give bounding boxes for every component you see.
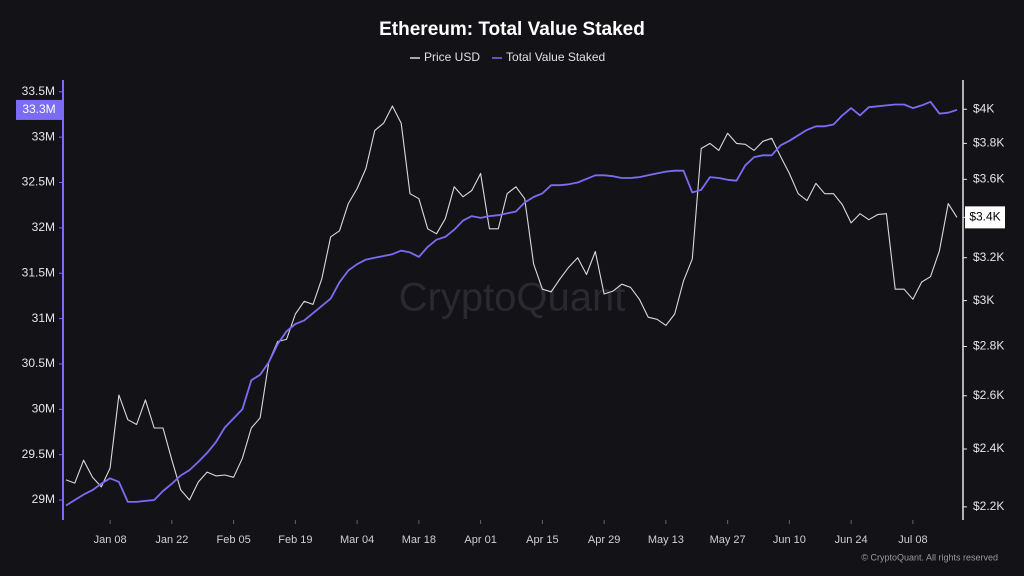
current-value-badge [16, 99, 62, 120]
x-tick-label: May 13 [648, 534, 684, 546]
y2-tick-label: $2.6K [973, 388, 1004, 402]
y-tick-label: 33.5M [22, 84, 55, 98]
x-tick-label: Jun 10 [773, 534, 806, 546]
watermark: CryptoQuant [399, 276, 626, 320]
y2-tick-label: $3.2K [973, 250, 1004, 264]
current-value-badge [965, 206, 1005, 229]
y-tick-label: 31M [32, 311, 55, 325]
x-tick-label: Apr 15 [526, 534, 558, 546]
series-line [65, 105, 958, 501]
y2-tick-label: $3K [973, 293, 994, 307]
chart-title: Ethereum: Total Value Staked [379, 19, 645, 40]
x-tick-label: Jul 08 [898, 534, 927, 546]
y-tick-label: 29M [32, 492, 55, 506]
y-tick-label: 32.5M [22, 175, 55, 189]
y-tick-label: 31.5M [22, 265, 55, 279]
y-tick-label: 33M [32, 129, 55, 143]
y2-tick-label: $4K [973, 101, 994, 115]
y-tick-label: 30.5M [22, 356, 55, 370]
x-tick-label: Jun 24 [835, 534, 868, 546]
x-tick-label: Jan 22 [155, 534, 188, 546]
x-tick-label: Apr 01 [464, 534, 496, 546]
current-value-label: $3.4K [969, 210, 1000, 224]
x-tick-label: Mar 04 [340, 534, 374, 546]
x-tick-label: Apr 29 [588, 534, 620, 546]
current-value-label: 33.3M [22, 102, 55, 116]
legend-label: Total Value Staked [506, 50, 605, 64]
x-tick-label: Mar 18 [402, 534, 436, 546]
y2-tick-label: $3.6K [973, 172, 1004, 186]
y-tick-label: 29.5M [22, 447, 55, 461]
series-line [65, 100, 958, 507]
y2-tick-label: $2.2K [973, 499, 1004, 513]
x-tick-label: Feb 05 [216, 534, 250, 546]
y-tick-label: 30M [32, 401, 55, 415]
x-tick-label: Jan 08 [94, 534, 127, 546]
legend-label: Price USD [424, 50, 480, 64]
x-tick-label: May 27 [710, 534, 746, 546]
credit: © CryptoQuant. All rights reserved [861, 552, 998, 562]
x-tick-label: Feb 19 [278, 534, 312, 546]
y2-tick-label: $3.8K [973, 136, 1004, 150]
y-tick-label: 32M [32, 220, 55, 234]
y2-tick-label: $2.4K [973, 441, 1004, 455]
y2-tick-label: $2.8K [973, 339, 1004, 353]
